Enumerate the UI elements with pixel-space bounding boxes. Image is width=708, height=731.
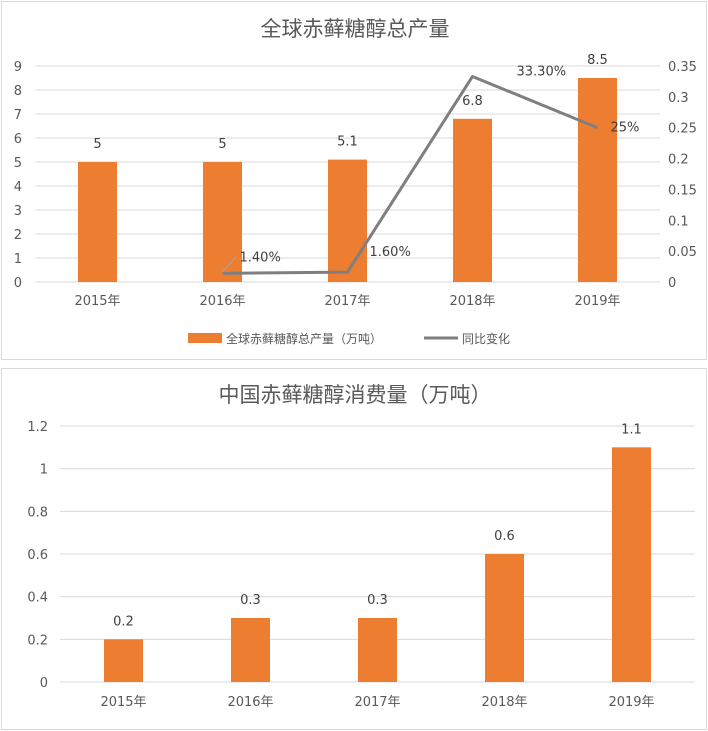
bar-data-label: 5 (93, 137, 101, 152)
y-tick-label: 0.8 (27, 505, 48, 520)
y-right-tick-label: 0.35 (668, 60, 697, 75)
global-production-chart: 全球赤藓糖醇总产量 0 1 2 3 4 5 6 7 8 9 0 0.05 0.1 0.15 0.2 0.25… (14, 17, 697, 346)
y-tick-label: 1 (40, 463, 48, 478)
bar-data-label: 0.6 (494, 529, 515, 544)
line-data-label: 33.30% (517, 64, 567, 79)
y-left-tick-label: 1 (14, 252, 22, 267)
bar-data-label: 6.8 (462, 94, 483, 109)
y-left-tick-label: 3 (14, 204, 22, 219)
x-tick-label: 2016年 (227, 695, 273, 710)
x-tick-label: 2017年 (354, 695, 400, 710)
bar-data-label: 5 (218, 137, 226, 152)
line-data-label: 25% (611, 121, 640, 136)
legend-label-production: 全球赤藓糖醇总产量（万吨） (226, 331, 382, 346)
chart-title: 全球赤藓糖醇总产量 (261, 17, 450, 41)
y-right-tick-label: 0.05 (668, 245, 697, 260)
legend-label-yoy: 同比变化 (462, 331, 510, 346)
bar-data-label: 5.1 (337, 135, 358, 150)
x-tick-label: 2015年 (100, 695, 146, 710)
y-right-tick-label: 0.3 (668, 91, 689, 106)
y-left-tick-label: 0 (14, 276, 22, 291)
chart-panel-china-consumption: 中国赤藓糖醇消费量（万吨） 0 0.2 0.4 0.6 0.8 1 1.2 0.2 0.3 0.… (1, 368, 707, 730)
line-data-label: 1.60% (370, 245, 411, 260)
chart-panel-global-production: 全球赤藓糖醇总产量 0 1 2 3 4 5 6 7 8 9 0 0.05 0.1 0.15 0.2 0.25… (1, 1, 707, 360)
y-right-tick-label: 0.1 (668, 214, 689, 229)
bar-production (78, 162, 117, 282)
x-tick-label: 2019年 (574, 294, 620, 309)
y-tick-label: 0.2 (27, 633, 48, 648)
y-tick-label: 0 (40, 676, 48, 691)
bar-production (578, 78, 617, 282)
legend: 全球赤藓糖醇总产量（万吨） 同比变化 (188, 331, 510, 346)
y-left-tick-label: 9 (14, 60, 22, 75)
y-left-tick-label: 6 (14, 132, 22, 147)
y-left-tick-label: 5 (14, 156, 22, 171)
y-tick-label: 0.6 (27, 548, 48, 563)
bar-consumption (358, 618, 397, 682)
bar-production (203, 162, 242, 282)
bar-consumption (485, 554, 524, 682)
y-right-tick-label: 0 (668, 276, 676, 291)
bar-consumption (612, 447, 651, 682)
bar-data-label: 0.3 (367, 593, 388, 608)
bar-data-label: 8.5 (587, 53, 608, 68)
x-tick-label: 2017年 (324, 294, 370, 309)
y-right-tick-label: 0.25 (668, 122, 697, 137)
bar-consumption (104, 639, 143, 682)
y-right-tick-label: 0.2 (668, 153, 689, 168)
y-tick-label: 1.2 (27, 420, 48, 435)
bar-data-label: 0.2 (113, 614, 134, 629)
china-consumption-chart: 中国赤藓糖醇消费量（万吨） 0 0.2 0.4 0.6 0.8 1 1.2 0.2 0.3 0.… (27, 383, 695, 710)
x-tick-label: 2015年 (74, 294, 120, 309)
label-leader-line (222, 257, 236, 272)
x-tick-label: 2016年 (199, 294, 245, 309)
bar-production (453, 118, 492, 282)
bar-consumption (231, 618, 270, 682)
chart-title: 中国赤藓糖醇消费量（万吨） (219, 383, 492, 407)
x-tick-label: 2018年 (449, 294, 495, 309)
x-tick-label: 2018年 (481, 695, 527, 710)
y-left-tick-label: 2 (14, 228, 22, 243)
line-yoy-change (222, 74, 599, 275)
bar-data-label: 1.1 (621, 422, 642, 437)
y-tick-label: 0.4 (27, 591, 48, 606)
x-tick-label: 2019年 (608, 695, 654, 710)
bar-data-label: 0.3 (240, 593, 261, 608)
y-left-tick-label: 8 (14, 84, 22, 99)
line-data-label: 1.40% (240, 250, 281, 265)
bar-production (328, 159, 367, 282)
legend-swatch-bar (188, 333, 222, 343)
y-left-tick-label: 4 (14, 180, 22, 195)
y-left-tick-label: 7 (14, 108, 22, 123)
y-right-tick-label: 0.15 (668, 183, 697, 198)
